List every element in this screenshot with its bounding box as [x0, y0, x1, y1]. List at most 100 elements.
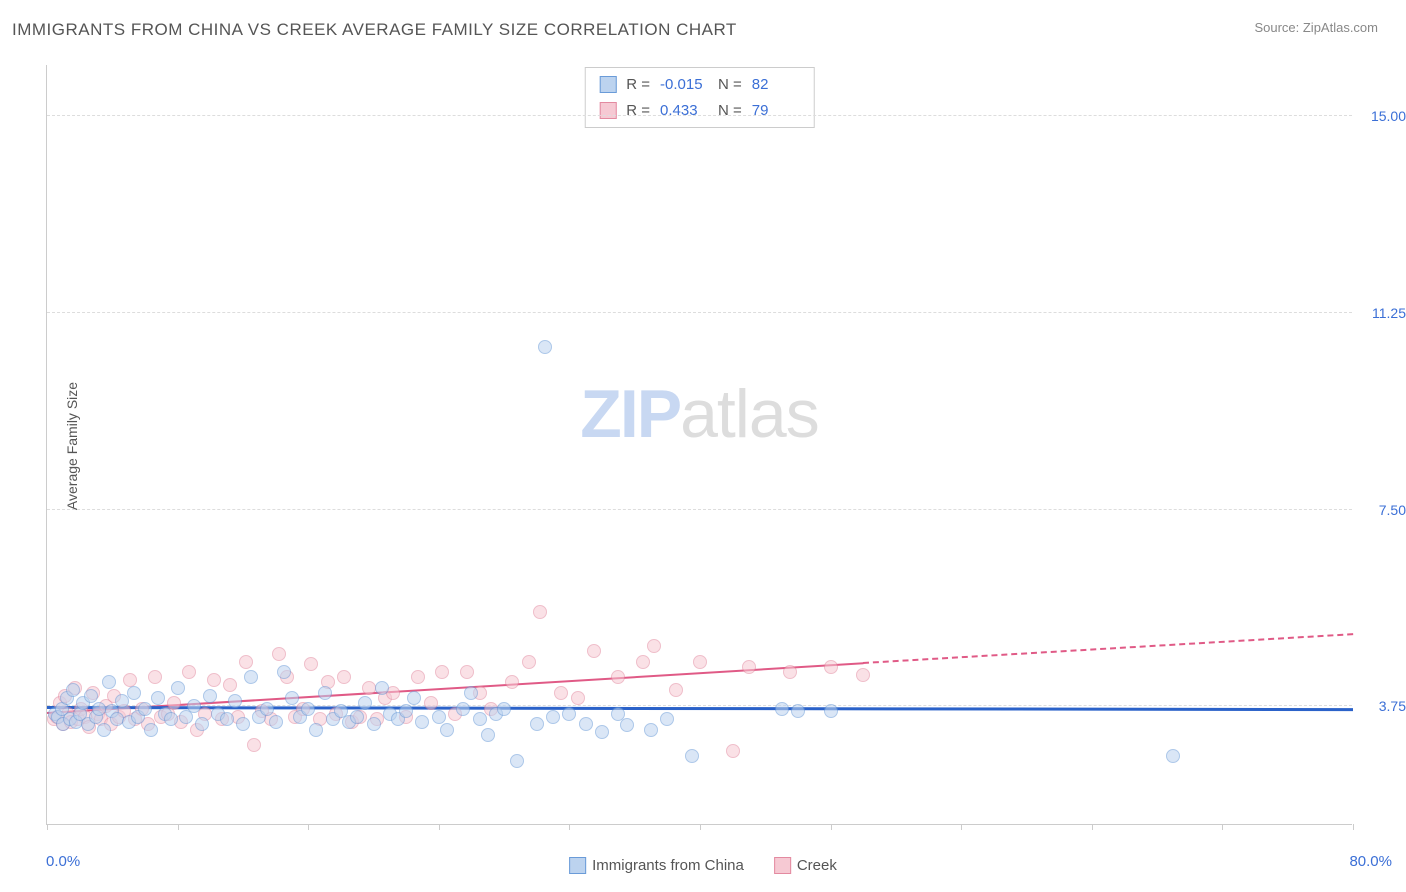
data-point [669, 683, 683, 697]
data-point [660, 712, 674, 726]
data-point [304, 657, 318, 671]
data-point [228, 694, 242, 708]
data-point [66, 683, 80, 697]
stats-r-value-creek: 0.433 [660, 98, 708, 124]
data-point [318, 686, 332, 700]
data-point [824, 704, 838, 718]
watermark-zip: ZIP [580, 376, 680, 452]
data-point [497, 702, 511, 716]
data-point [375, 681, 389, 695]
data-point [636, 655, 650, 669]
data-point [182, 665, 196, 679]
legend-swatch-china [569, 857, 586, 874]
bottom-legend: Immigrants from China Creek [569, 857, 837, 874]
x-tick [1092, 824, 1093, 830]
stats-r-label-china: R = [626, 72, 650, 98]
data-point [742, 660, 756, 674]
data-point [611, 670, 625, 684]
trend-line [47, 706, 1353, 711]
data-point [644, 723, 658, 737]
legend-item-creek: Creek [774, 857, 837, 874]
x-axis-max-label: 80.0% [1349, 853, 1392, 870]
stats-r-value-china: -0.015 [660, 72, 708, 98]
data-point [138, 702, 152, 716]
data-point [277, 665, 291, 679]
x-tick [831, 824, 832, 830]
stats-n-label-china: N = [718, 72, 742, 98]
data-point [195, 717, 209, 731]
data-point [1166, 749, 1180, 763]
data-point [533, 605, 547, 619]
data-point [220, 712, 234, 726]
y-tick-label: 15.00 [1371, 108, 1406, 124]
legend-swatch-creek [774, 857, 791, 874]
data-point [350, 710, 364, 724]
data-point [236, 717, 250, 731]
legend-label-creek: Creek [797, 857, 837, 874]
data-point [127, 686, 141, 700]
data-point [775, 702, 789, 716]
x-axis-min-label: 0.0% [46, 853, 80, 870]
stats-row-creek: R = 0.433 N = 79 [599, 98, 800, 124]
data-point [435, 665, 449, 679]
gridline [47, 115, 1352, 116]
data-point [285, 691, 299, 705]
data-point [595, 725, 609, 739]
data-point [693, 655, 707, 669]
gridline [47, 312, 1352, 313]
data-point [102, 675, 116, 689]
data-point [579, 717, 593, 731]
data-point [337, 670, 351, 684]
watermark-atlas: atlas [680, 376, 819, 452]
plot-area: ZIPatlas R = -0.015 N = 82 R = 0.433 N =… [46, 65, 1352, 825]
data-point [546, 710, 560, 724]
data-point [473, 712, 487, 726]
stats-n-value-china: 82 [752, 72, 800, 98]
legend-item-china: Immigrants from China [569, 857, 744, 874]
data-point [84, 689, 98, 703]
stats-row-china: R = -0.015 N = 82 [599, 72, 800, 98]
data-point [685, 749, 699, 763]
data-point [123, 673, 137, 687]
data-point [239, 655, 253, 669]
data-point [530, 717, 544, 731]
watermark: ZIPatlas [580, 375, 818, 453]
data-point [171, 681, 185, 695]
data-point [362, 681, 376, 695]
legend-label-china: Immigrants from China [592, 857, 744, 874]
data-point [538, 340, 552, 354]
data-point [522, 655, 536, 669]
data-point [415, 715, 429, 729]
data-point [510, 754, 524, 768]
data-point [791, 704, 805, 718]
data-point [824, 660, 838, 674]
data-point [460, 665, 474, 679]
data-point [571, 691, 585, 705]
data-point [456, 702, 470, 716]
data-point [399, 704, 413, 718]
data-point [407, 691, 421, 705]
source-name: ZipAtlas.com [1303, 20, 1378, 35]
x-tick [439, 824, 440, 830]
data-point [440, 723, 454, 737]
x-tick [1222, 824, 1223, 830]
x-tick [47, 824, 48, 830]
x-tick [700, 824, 701, 830]
data-point [309, 723, 323, 737]
y-tick-label: 11.25 [1372, 305, 1406, 321]
data-point [647, 639, 661, 653]
data-point [97, 723, 111, 737]
data-point [358, 696, 372, 710]
data-point [856, 668, 870, 682]
data-point [207, 673, 221, 687]
y-tick-label: 3.75 [1379, 698, 1406, 714]
data-point [269, 715, 283, 729]
source-label: Source: [1254, 20, 1302, 35]
data-point [432, 710, 446, 724]
data-point [203, 689, 217, 703]
data-point [481, 728, 495, 742]
data-point [554, 686, 568, 700]
data-point [562, 707, 576, 721]
y-tick-label: 7.50 [1379, 502, 1406, 518]
data-point [367, 717, 381, 731]
